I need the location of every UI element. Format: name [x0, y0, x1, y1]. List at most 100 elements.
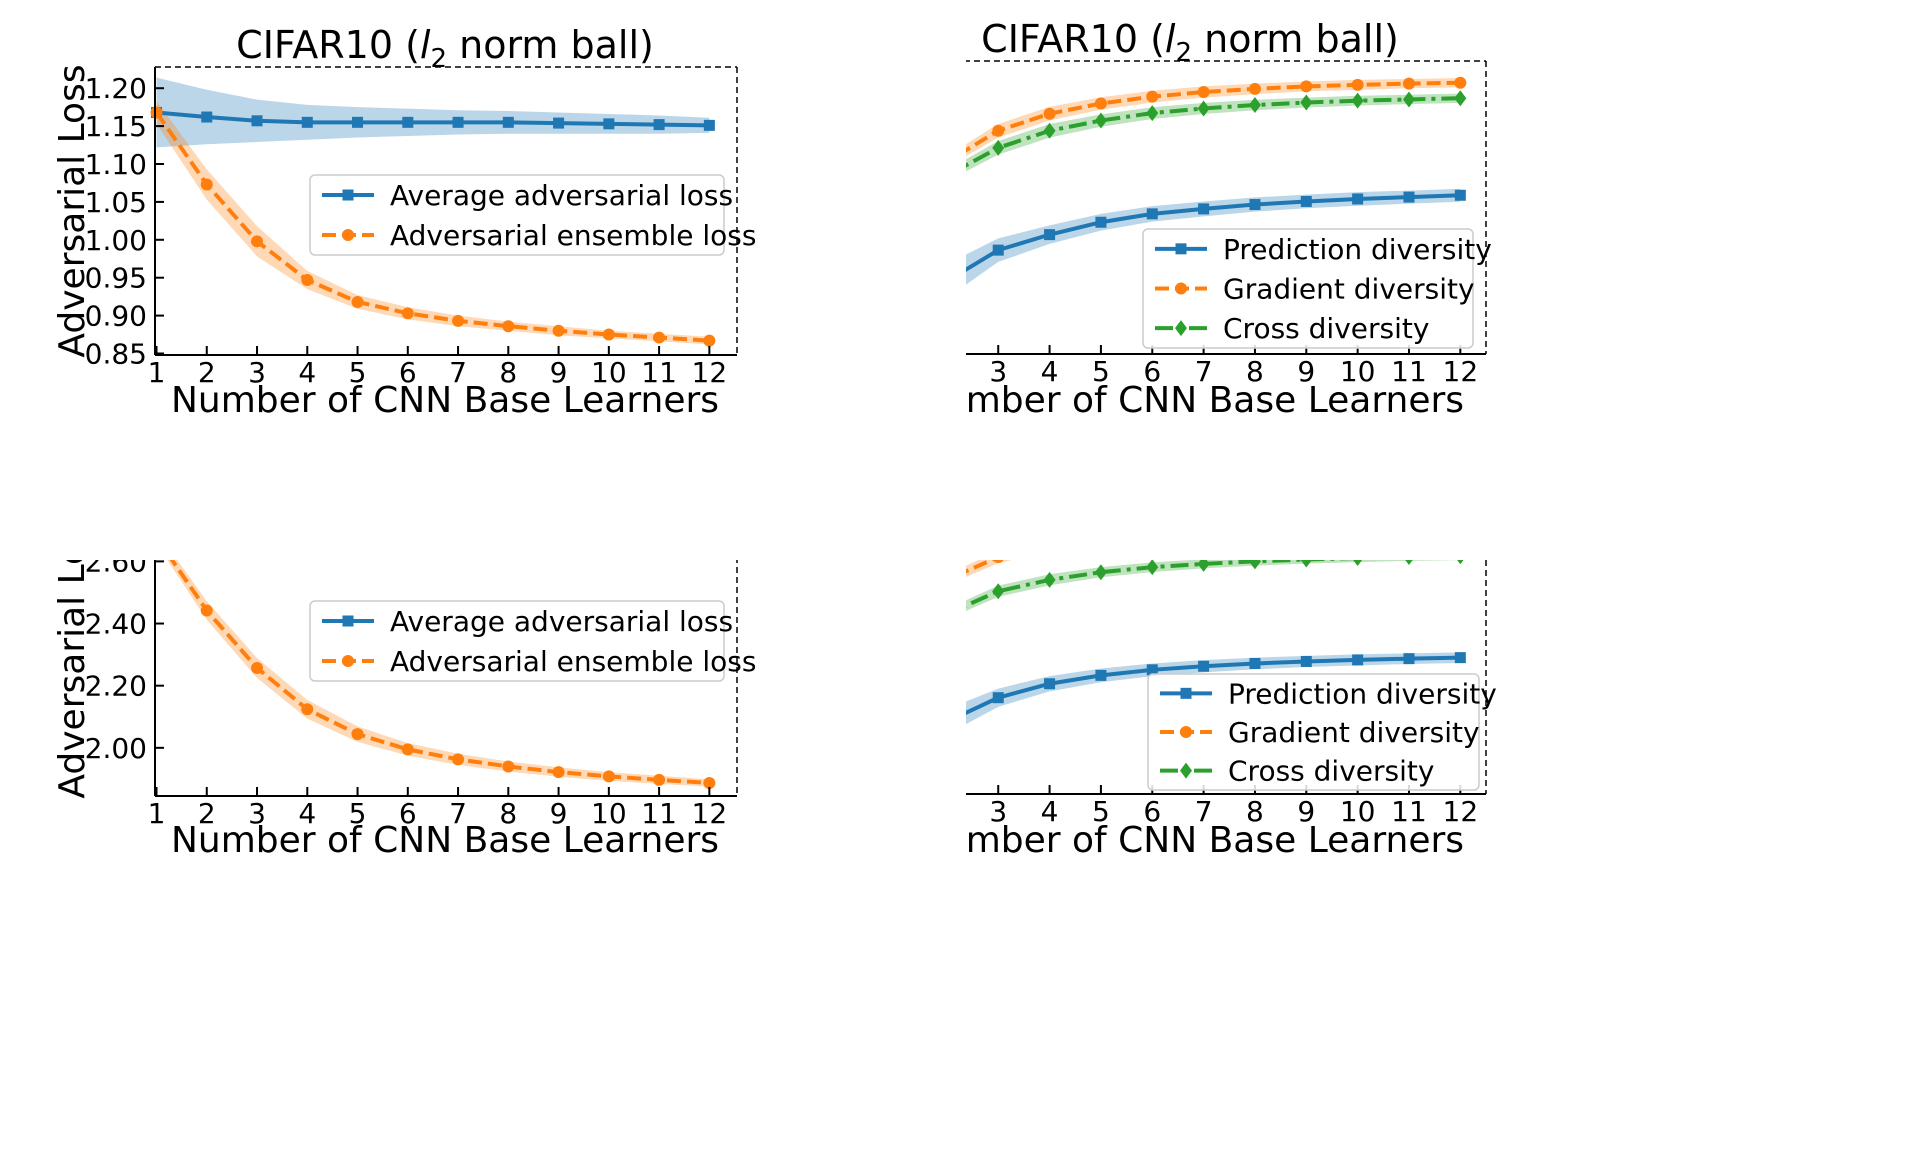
data-point — [1454, 189, 1466, 201]
data-point — [1454, 652, 1466, 664]
data-point — [1249, 657, 1261, 669]
data-point — [301, 116, 313, 128]
x-tick-label: 4 — [1041, 795, 1059, 828]
y-tick-label: 1.15 — [85, 110, 147, 143]
data-point — [1198, 660, 1210, 672]
x-tick-label: 6 — [1143, 355, 1161, 388]
legend-label: Prediction diversity — [1223, 233, 1492, 266]
data-point — [653, 773, 666, 786]
data-point — [452, 753, 465, 766]
legend-marker — [1175, 243, 1187, 255]
legend-marker — [342, 615, 354, 627]
data-point — [992, 583, 1005, 600]
y-tick-label: 2.40 — [85, 608, 147, 641]
series-line-0 — [156, 110, 710, 128]
data-point — [1044, 678, 1056, 690]
x-tick-label: 1 — [148, 797, 166, 830]
data-point — [1095, 216, 1107, 228]
x-tick-label: 6 — [399, 797, 417, 830]
chart-svg: CIFAR10 (l∞ norm ball)12345678910111202−… — [802, 457, 1497, 861]
data-point — [402, 116, 414, 128]
x-tick-label: 4 — [298, 356, 316, 389]
data-point — [1300, 80, 1313, 93]
x-axis-label: Number of CNN Base Learners — [966, 380, 1464, 421]
x-tick-label: 11 — [1391, 795, 1427, 828]
data-point — [1094, 112, 1107, 129]
data-point — [1300, 94, 1313, 111]
data-point — [1146, 664, 1158, 676]
x-tick-label: 9 — [550, 797, 568, 830]
data-point — [1146, 208, 1158, 220]
data-point — [1454, 76, 1467, 89]
y-axis-label: Adversarial Loss — [52, 64, 93, 357]
data-point — [1454, 548, 1467, 565]
data-point — [1352, 654, 1364, 666]
legend-label: Gradient diversity — [1228, 716, 1480, 749]
x-axis-label: Number of CNN Base Learners — [171, 380, 719, 421]
data-point — [1197, 100, 1210, 117]
data-point — [200, 604, 213, 617]
x-tick-label: 8 — [499, 356, 517, 389]
y-tick-label: 1.05 — [85, 186, 147, 219]
data-point — [992, 244, 1004, 256]
data-point — [553, 117, 565, 129]
series-line-0 — [893, 655, 1461, 786]
y-tick-label: 2.20 — [85, 670, 147, 703]
x-tick-label: 10 — [1340, 795, 1376, 828]
data-point — [602, 770, 615, 783]
data-point — [1146, 90, 1159, 103]
x-tick-label: 10 — [591, 356, 627, 389]
data-point — [1197, 86, 1210, 99]
x-tick-label: 5 — [1092, 795, 1110, 828]
x-tick-label: 7 — [449, 356, 467, 389]
x-tick-label: 11 — [1391, 355, 1427, 388]
x-tick-label: 3 — [989, 795, 1007, 828]
data-point — [992, 124, 1005, 137]
chart-svg: CIFAR10 (l2 norm ball)12345678910111202−… — [802, 17, 1492, 421]
data-point — [1403, 653, 1415, 665]
legend-box — [309, 174, 725, 256]
data-point — [251, 661, 264, 674]
legend-marker — [1180, 687, 1192, 699]
x-tick-label: 7 — [1195, 355, 1213, 388]
series-line-0 — [894, 193, 1461, 343]
x-tick-label: 12 — [1443, 795, 1479, 828]
x-tick-label: 10 — [1340, 355, 1376, 388]
series-line-1 — [154, 111, 710, 343]
data-point — [1402, 77, 1415, 90]
data-point — [552, 766, 565, 779]
data-point — [301, 703, 314, 716]
chart-svg: CIFAR10 (l∞ norm ball)1234567891011122.0… — [52, 464, 756, 861]
legend-marker — [342, 189, 354, 201]
data-point — [251, 115, 263, 127]
data-point — [1146, 105, 1159, 122]
data-point — [992, 139, 1005, 156]
data-point — [703, 119, 715, 131]
data-point — [602, 328, 615, 341]
legend-marker — [1180, 726, 1192, 738]
data-point — [201, 111, 213, 123]
data-point — [301, 273, 314, 286]
data-point — [352, 116, 364, 128]
legend-label: Average adversarial loss — [390, 605, 733, 638]
legend-marker — [1175, 282, 1187, 295]
x-tick-label: 8 — [1246, 355, 1264, 388]
x-tick-label: 3 — [989, 355, 1007, 388]
data-point — [452, 116, 464, 128]
data-point — [401, 307, 414, 320]
x-tick-label: 11 — [641, 797, 677, 830]
y-tick-label: 0.95 — [85, 262, 147, 295]
legend-marker — [1180, 762, 1192, 779]
legend-label: Gradient diversity — [1223, 273, 1475, 306]
x-tick-label: 2 — [198, 797, 216, 830]
data-point — [1248, 553, 1261, 570]
data-point — [1300, 655, 1312, 667]
data-point — [1043, 122, 1056, 139]
chart-svg: CIFAR10 (l2 norm ball)1 2 3 4 5 6 7 8 9 10 11 120.8… — [52, 23, 756, 421]
y-axis-label: Adversarial Loss — [52, 560, 93, 799]
data-point — [1198, 203, 1210, 215]
y-tick-label: 1.10 — [85, 148, 147, 181]
x-tick-label: 8 — [499, 797, 517, 830]
data-point — [1095, 669, 1107, 681]
data-point — [502, 760, 515, 773]
